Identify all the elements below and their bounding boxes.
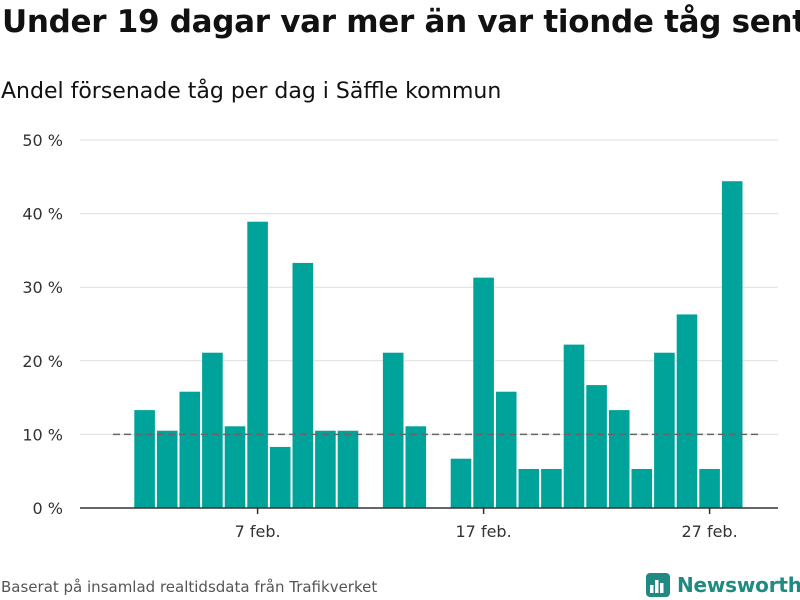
bar <box>654 352 675 508</box>
bar <box>315 430 336 508</box>
bars <box>134 181 743 509</box>
bar <box>563 344 585 508</box>
bar <box>676 314 698 508</box>
bar <box>721 181 743 508</box>
bar <box>518 468 540 508</box>
bar <box>450 458 472 508</box>
bar <box>631 468 653 508</box>
bar <box>495 391 517 508</box>
source-note: Baserat på insamlad realtidsdata från Tr… <box>1 578 378 596</box>
y-axis-ticks: 0 % 10 % 20 % 30 % 40 % 50 % <box>22 131 63 518</box>
bar <box>473 277 494 508</box>
y-tick-label: 20 % <box>22 352 63 371</box>
x-tick-label: 27 feb. <box>682 522 738 541</box>
bar <box>269 446 291 508</box>
bar-chart-logo-icon <box>646 573 670 597</box>
bar <box>202 352 223 508</box>
bar <box>247 221 268 509</box>
bar <box>224 426 246 508</box>
bar <box>156 430 178 508</box>
bar <box>541 468 562 508</box>
bar <box>382 352 404 508</box>
x-axis: 7 feb. 17 feb. 27 feb. <box>80 507 778 541</box>
brand-name: Newsworthy <box>677 573 800 597</box>
bar <box>134 410 155 508</box>
bar <box>179 391 201 508</box>
bar <box>292 262 314 508</box>
chart-subtitle: Andel försenade tåg per dag i Säffle kom… <box>1 79 502 104</box>
x-tick-label: 17 feb. <box>456 522 512 541</box>
bar <box>586 385 607 508</box>
brand-logo[interactable]: Newsworthy <box>645 570 800 600</box>
bar <box>337 430 359 508</box>
bar <box>608 410 630 508</box>
y-tick-label: 40 % <box>22 205 63 224</box>
y-tick-label: 50 % <box>22 131 63 150</box>
bar <box>699 468 720 508</box>
x-tick-label: 7 feb. <box>235 522 281 541</box>
y-tick-label: 10 % <box>22 425 63 444</box>
y-tick-label: 30 % <box>22 278 63 297</box>
y-tick-label: 0 % <box>33 499 63 518</box>
bar <box>405 426 427 508</box>
chart-title: Under 19 dagar var mer än var tionde tåg… <box>2 4 800 40</box>
